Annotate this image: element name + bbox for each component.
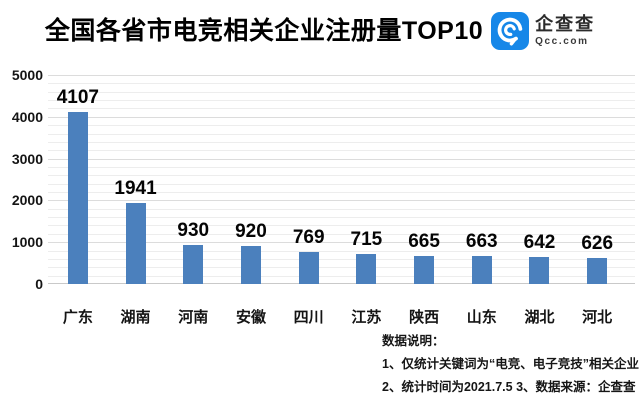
- x-category-label: 广东: [62, 309, 93, 326]
- chart-title: 全国各省市电竞相关企业注册量TOP10: [44, 17, 484, 45]
- gridline: [48, 83, 635, 85]
- gridline: [48, 217, 635, 219]
- bar-column: 626: [568, 75, 626, 284]
- bar-value-label: 920: [235, 220, 267, 242]
- gridline: [48, 158, 635, 160]
- bar-value-label: 4107: [56, 87, 99, 109]
- gridline: [48, 108, 635, 110]
- bar-column: 4107: [49, 75, 107, 284]
- bar-value-label: 715: [350, 229, 383, 251]
- gridline: [48, 242, 635, 244]
- x-category-label: 山东: [466, 309, 497, 326]
- bar-value-label: 626: [581, 232, 614, 254]
- gridline: [48, 200, 635, 202]
- gridline: [48, 125, 635, 127]
- y-tick-label: 1000: [11, 234, 43, 251]
- bar-column: 715: [338, 75, 396, 284]
- bar: [414, 256, 435, 284]
- logo-domain: Qcc.com: [535, 36, 589, 47]
- notes-heading: 数据说明：: [382, 334, 445, 348]
- note-line: 1、仅统计关键词为“电竞、电子竞技”相关企业: [382, 357, 639, 371]
- x-category-label: 陕西: [409, 309, 440, 326]
- y-tick-label: 4000: [11, 108, 43, 125]
- bar-column: 769: [280, 75, 338, 284]
- bar: [240, 245, 261, 284]
- bar-value-label: 769: [292, 226, 325, 248]
- bar: [67, 112, 88, 284]
- bar-series: 4107 1941 930 920 769 715 665 663 642 626: [49, 75, 626, 284]
- gridline: [48, 166, 635, 168]
- gridline: [48, 175, 635, 177]
- bar-value-label: 930: [177, 220, 210, 242]
- gridline: [48, 233, 635, 235]
- bar: [587, 257, 608, 284]
- gridline: [48, 267, 635, 269]
- x-category-label: 安徽: [235, 309, 266, 326]
- logo-name: 企查查: [535, 14, 596, 34]
- bar: [356, 254, 377, 284]
- gridline: [48, 141, 635, 143]
- bar-value-label: 642: [523, 232, 556, 254]
- qcc-magnifier-icon: [491, 12, 530, 50]
- bar: [183, 245, 204, 284]
- bar: [471, 256, 492, 284]
- bar-column: 920: [222, 75, 280, 284]
- qcc-logo: 企查查 Qcc.com: [491, 12, 595, 50]
- gridline: [48, 208, 635, 210]
- x-category-label: 江苏: [351, 309, 382, 326]
- x-category-label: 河南: [178, 309, 209, 326]
- gridline: [48, 192, 635, 194]
- header: 全国各省市电竞相关企业注册量TOP10 企查查 Qcc.com: [0, 11, 640, 51]
- x-category-label: 四川: [293, 309, 324, 326]
- y-tick-label: 0: [35, 276, 43, 292]
- bar-value-label: 663: [465, 231, 498, 253]
- bar-column: 663: [453, 75, 511, 284]
- y-tick-label: 5000: [11, 67, 43, 83]
- x-category-label: 湖南: [120, 309, 151, 326]
- gridline: [48, 183, 635, 185]
- gridline: [48, 258, 635, 260]
- bar-column: 1941: [107, 75, 165, 284]
- x-category-label: 河北: [582, 309, 613, 326]
- gridline: [48, 75, 635, 76]
- bar-column: 930: [164, 75, 222, 284]
- x-category-label: 湖北: [524, 309, 555, 326]
- y-tick-label: 2000: [11, 192, 43, 209]
- bar: [529, 257, 550, 284]
- bar-column: 665: [395, 75, 453, 284]
- bar-value-label: 1941: [114, 177, 157, 199]
- gridline: [48, 250, 635, 252]
- note-line: 2、统计时间为2021.7.5 3、数据来源：企查查: [382, 380, 636, 394]
- y-tick-label: 3000: [11, 150, 43, 167]
- plot-area: [48, 75, 635, 284]
- gridline: [48, 116, 635, 118]
- x-axis-labels: 广东 湖南 河南 安徽 四川 江苏 陕西 山东 湖北 河北: [49, 285, 626, 327]
- gridline: [48, 150, 635, 152]
- y-axis: 0 1000 2000 3000 4000 5000: [0, 67, 43, 292]
- bar: [298, 251, 319, 284]
- bar-value-label: 665: [408, 231, 440, 253]
- gridline: [48, 91, 635, 93]
- gridline: [48, 275, 635, 277]
- bar: [125, 202, 146, 284]
- gridline: [48, 225, 635, 227]
- logo-text: 企查查 Qcc.com: [535, 14, 595, 48]
- data-notes: 数据说明： 1、仅统计关键词为“电竞、电子竞技”相关企业 2、统计时间为2021…: [382, 330, 639, 399]
- gridline: [48, 100, 635, 102]
- bar-column: 642: [511, 75, 569, 284]
- gridline: [48, 133, 635, 135]
